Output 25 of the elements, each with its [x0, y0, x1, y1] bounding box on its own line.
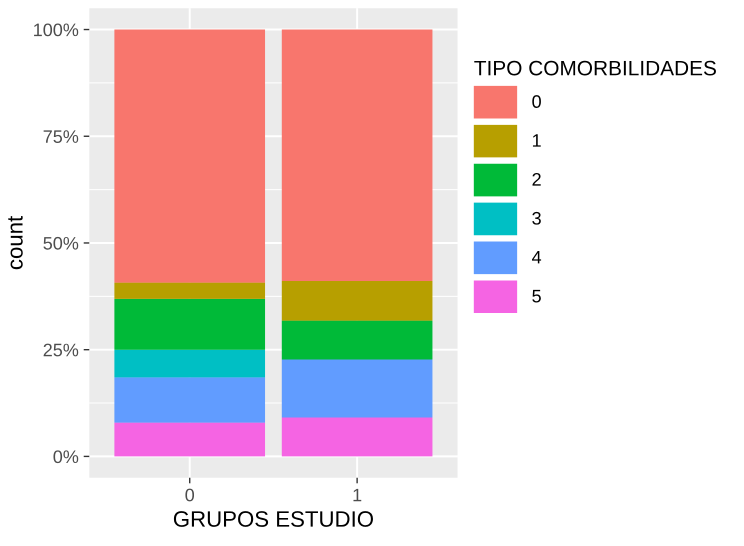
legend-label: 2	[532, 172, 541, 186]
bar	[282, 30, 432, 281]
legend-title: TIPO COMORBILIDADES	[474, 60, 716, 76]
bar	[282, 280, 432, 321]
legend-label: 3	[532, 212, 541, 225]
bar	[114, 350, 266, 378]
bar	[114, 30, 266, 283]
legend-label: 4	[532, 250, 542, 264]
y-tick-label: 50%	[43, 236, 78, 250]
y-axis-title: count	[8, 216, 23, 270]
legend-label: 0	[532, 95, 541, 108]
bar	[282, 320, 432, 360]
y-tick-label: 25%	[44, 344, 78, 356]
bar	[114, 298, 266, 350]
y-tick-label: 75%	[44, 130, 78, 143]
legend-label: 1	[532, 134, 541, 147]
y-tick-label: 0%	[53, 450, 78, 464]
bar	[114, 282, 266, 299]
bar	[114, 422, 266, 456]
x-axis-title: GRUPOS ESTUDIO	[174, 511, 373, 527]
legend-label: 5	[532, 290, 541, 302]
bar	[282, 360, 432, 418]
bar	[114, 377, 266, 423]
y-tick-label: 100%	[34, 23, 78, 36]
bar	[282, 418, 432, 456]
